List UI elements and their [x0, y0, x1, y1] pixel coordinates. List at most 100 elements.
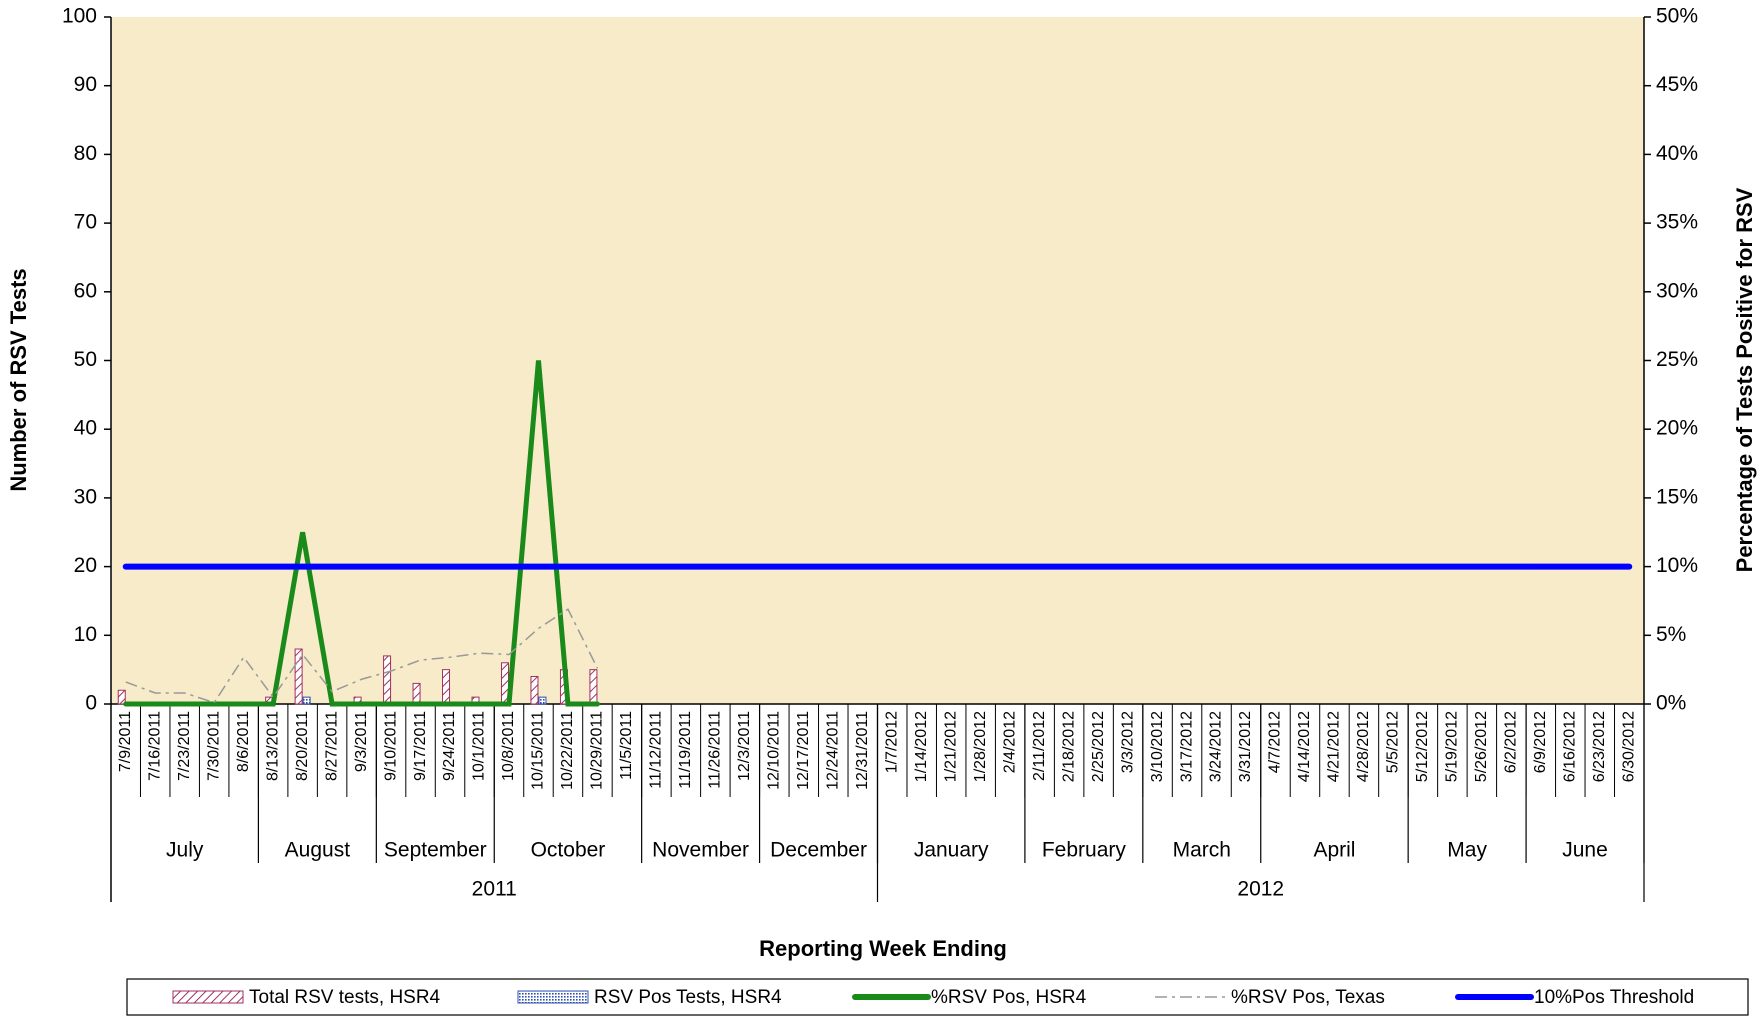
x-tick-label: 5/12/2012	[1414, 711, 1431, 782]
x-tick-label: 3/10/2012	[1149, 711, 1166, 782]
x-tick-label: 4/28/2012	[1355, 711, 1372, 782]
x-tick-label: 10/15/2011	[530, 711, 547, 790]
x-tick-label: 9/10/2011	[382, 711, 399, 781]
series-line	[123, 360, 600, 707]
y-tick-label: 70	[74, 211, 97, 234]
year-label: 2012	[1237, 878, 1284, 901]
y-tick-label: 20	[74, 554, 97, 577]
y2-tick-label: 0%	[1656, 692, 1686, 715]
x-tick-label: 4/14/2012	[1296, 711, 1313, 782]
x-tick-label: 8/20/2011	[294, 711, 311, 781]
legend-label: Total RSV tests, HSR4	[249, 987, 441, 1008]
x-tick-label: 11/26/2011	[707, 711, 724, 789]
x-tick-label: 4/7/2012	[1267, 711, 1284, 773]
x-tick-label: 11/5/2011	[618, 711, 635, 780]
x-tick-label: 6/16/2012	[1562, 711, 1579, 782]
x-tick-label: 4/21/2012	[1326, 711, 1343, 782]
x-tick-label: 5/5/2012	[1385, 711, 1402, 773]
x-tick-label: 7/23/2011	[176, 711, 193, 781]
x-tick-label: 3/17/2012	[1178, 711, 1195, 782]
y2-tick-label: 10%	[1656, 554, 1698, 577]
y2-tick-label: 25%	[1656, 348, 1698, 371]
x-tick-label: 12/10/2011	[766, 711, 783, 790]
x-tick-label: 7/30/2011	[205, 711, 222, 781]
x-tick-label: 8/13/2011	[264, 711, 281, 781]
x-tick-label: 12/17/2011	[795, 711, 812, 790]
y-tick-label: 40	[74, 417, 97, 440]
bar	[442, 669, 451, 705]
bar	[530, 676, 539, 705]
x-tick-label: 6/2/2012	[1503, 711, 1520, 773]
x-tick-label: 12/24/2011	[824, 711, 841, 790]
y-tick-label: 60	[74, 279, 97, 302]
month-label: May	[1447, 839, 1487, 862]
legend-swatch	[172, 990, 244, 1004]
y2-tick-label: 5%	[1656, 623, 1686, 646]
x-tick-label: 6/9/2012	[1532, 711, 1549, 773]
x-tick-label: 10/29/2011	[589, 711, 606, 790]
y-tick-label: 10	[74, 623, 97, 646]
bar	[589, 669, 598, 705]
x-tick-label: 8/6/2011	[235, 711, 252, 772]
bar	[117, 689, 126, 705]
y-tick-label: 30	[74, 485, 97, 508]
x-tick-label: 2/4/2012	[1001, 711, 1018, 773]
x-tick-label: 1/21/2012	[942, 711, 959, 782]
x-tick-label: 9/17/2011	[412, 711, 429, 781]
y2-tick-label: 45%	[1656, 73, 1698, 96]
legend-label: 10%Pos Threshold	[1534, 987, 1694, 1008]
bar	[302, 696, 311, 705]
y2-tick-label: 40%	[1656, 142, 1698, 165]
plot-area	[111, 17, 1644, 704]
month-label: December	[770, 839, 867, 862]
x-tick-label: 5/19/2012	[1444, 711, 1461, 782]
x-tick-label: 1/28/2012	[972, 711, 989, 782]
x-tick-label: 5/26/2012	[1473, 711, 1490, 782]
month-label: September	[384, 839, 487, 862]
y2-tick-label: 50%	[1656, 5, 1698, 28]
month-label: August	[285, 839, 351, 862]
x-tick-label: 7/16/2011	[146, 711, 163, 781]
x-tick-label: 3/31/2012	[1237, 711, 1254, 782]
legend-swatch	[517, 990, 589, 1004]
series-line	[125, 608, 599, 704]
x-tick-label: 10/1/2011	[471, 711, 488, 781]
x-tick-label: 1/7/2012	[883, 711, 900, 773]
month-label: June	[1562, 839, 1608, 862]
y2-tick-label: 35%	[1656, 211, 1698, 234]
y-tick-label: 80	[74, 142, 97, 165]
legend-label: %RSV Pos, HSR4	[931, 987, 1087, 1008]
y2-tick-label: 15%	[1656, 485, 1698, 508]
x-tick-label: 6/30/2012	[1620, 711, 1637, 782]
month-label: March	[1173, 839, 1231, 862]
x-tick-label: 2/18/2012	[1060, 711, 1077, 782]
y2-axis-title: Percentage of Tests Positive for RSV	[1732, 187, 1757, 572]
x-tick-label: 6/23/2012	[1591, 711, 1608, 782]
month-label: July	[166, 839, 204, 862]
bar	[294, 648, 303, 705]
x-tick-label: 1/14/2012	[913, 711, 930, 782]
y-tick-label: 0	[85, 692, 97, 715]
y-tick-label: 100	[62, 5, 97, 28]
x-tick-label: 2/11/2012	[1031, 711, 1048, 781]
x-tick-label: 3/24/2012	[1208, 711, 1225, 782]
x-tick-label: 10/8/2011	[500, 711, 517, 781]
y-axis-title: Number of RSV Tests	[6, 268, 31, 491]
x-tick-label: 2/25/2012	[1090, 711, 1107, 782]
month-label: November	[652, 839, 749, 862]
x-tick-label: 11/12/2011	[648, 711, 665, 789]
x-tick-label: 8/27/2011	[323, 711, 340, 781]
bar	[383, 655, 392, 705]
x-axis-title: Reporting Week Ending	[759, 936, 1007, 961]
x-tick-label: 12/31/2011	[854, 711, 871, 790]
x-tick-label: 10/22/2011	[559, 711, 576, 790]
month-label: October	[531, 839, 606, 862]
legend-label: RSV Pos Tests, HSR4	[594, 987, 782, 1008]
legend-label: %RSV Pos, Texas	[1231, 987, 1385, 1008]
x-tick-label: 3/3/2012	[1119, 711, 1136, 773]
month-label: April	[1313, 839, 1355, 862]
x-tick-label: 12/3/2011	[736, 711, 753, 781]
y2-tick-label: 30%	[1656, 279, 1698, 302]
x-tick-label: 9/3/2011	[353, 711, 370, 772]
